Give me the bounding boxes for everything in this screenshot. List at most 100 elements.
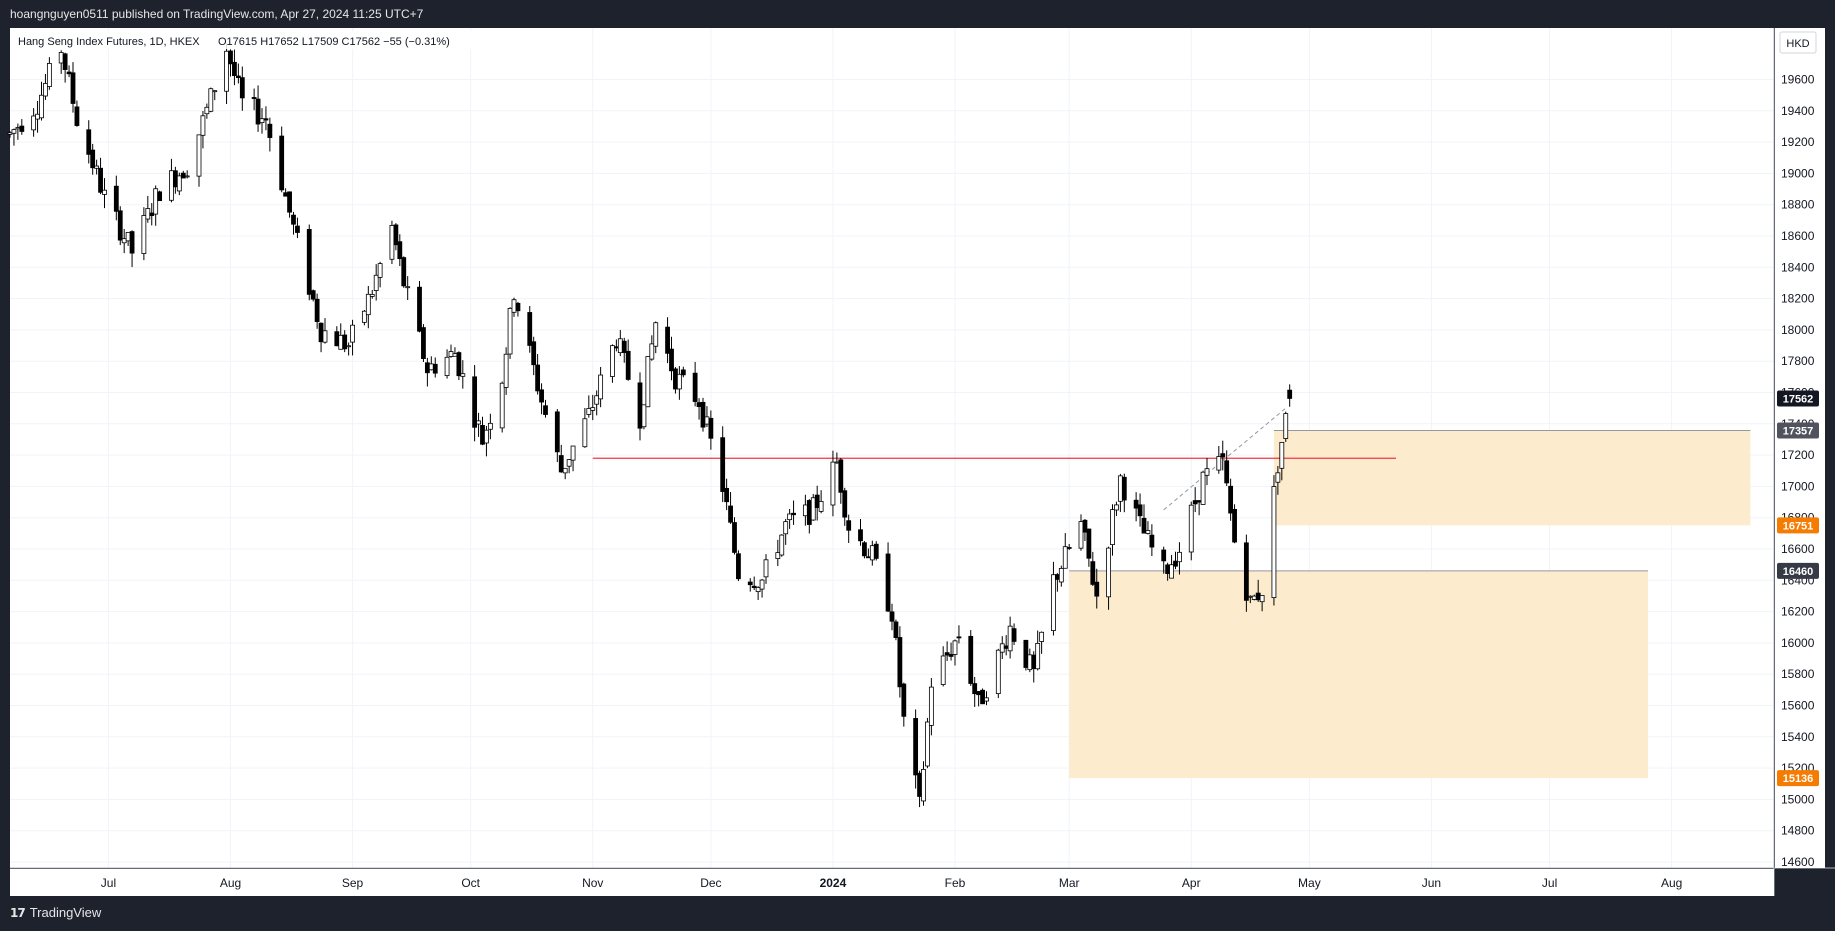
candle-down — [401, 257, 407, 287]
candle-down — [255, 98, 261, 125]
candle-up — [802, 504, 808, 517]
lines-layer — [592, 407, 1396, 511]
y-tick-label: 14600 — [1781, 855, 1815, 869]
candle-up — [169, 170, 174, 201]
candle-up — [566, 459, 572, 467]
candle-down — [531, 341, 537, 366]
candle-down — [342, 334, 348, 350]
candle-down — [700, 401, 706, 428]
currency-button[interactable] — [1779, 31, 1817, 54]
candle-up — [645, 356, 651, 408]
x-tick-label: Feb — [945, 876, 966, 890]
candle-down — [893, 621, 899, 638]
candle-up — [1039, 631, 1045, 642]
y-tick-label: 15000 — [1781, 792, 1815, 806]
candle-up — [452, 353, 458, 357]
candle-up — [1279, 441, 1285, 469]
candle-down — [70, 72, 76, 104]
y-tick-label: 15600 — [1781, 699, 1815, 713]
candle-up — [1169, 564, 1174, 579]
candle-up — [1114, 504, 1119, 511]
candle-up — [224, 50, 229, 92]
candle-down — [680, 369, 686, 376]
candle-up — [617, 338, 623, 354]
candle-down — [86, 129, 92, 155]
candle-down — [432, 363, 438, 374]
time-axis — [10, 869, 1774, 896]
candle-up — [208, 88, 214, 112]
candle-down — [66, 71, 72, 75]
candle-down — [669, 348, 674, 372]
candle-up — [476, 420, 481, 425]
candle-down — [397, 241, 403, 260]
candle-down — [972, 683, 978, 695]
candle-up — [196, 134, 202, 177]
candle-down — [279, 135, 285, 191]
y-tick-label: 18200 — [1781, 292, 1815, 306]
candle-down — [720, 437, 726, 492]
candle-down — [1121, 476, 1127, 501]
candle-down — [472, 376, 478, 428]
candle-down — [232, 61, 237, 77]
candle-down — [393, 224, 399, 246]
candle-down — [180, 172, 186, 179]
y-tick-label: 19000 — [1781, 166, 1815, 180]
candle-up — [787, 513, 793, 521]
candle-up — [759, 579, 765, 590]
candle-up — [11, 129, 17, 134]
candle-down — [747, 581, 753, 586]
candle-up — [1204, 468, 1210, 476]
candle-down — [251, 97, 257, 99]
candle-down — [1192, 500, 1198, 505]
candle-down — [980, 689, 985, 705]
candle-down — [708, 417, 714, 439]
candle-up — [649, 343, 655, 360]
candle-up — [259, 118, 265, 124]
candle-up — [322, 330, 328, 343]
candle-down — [456, 352, 462, 377]
candle-up — [775, 552, 781, 559]
y-tick-label: 17000 — [1781, 479, 1815, 493]
demand-zone — [1273, 430, 1751, 526]
candle-up — [121, 238, 127, 244]
candle-up — [460, 373, 466, 377]
candle-up — [818, 501, 824, 512]
candle-down — [885, 553, 891, 612]
candle-down — [1133, 499, 1139, 509]
chart-svg[interactable]: Hang Seng Index Futures, 1D, HKEX O17615… — [0, 0, 1835, 896]
y-tick-label: 19400 — [1781, 104, 1815, 118]
candle-up — [704, 416, 710, 425]
y-tick-label: 18600 — [1781, 229, 1815, 243]
candle-down — [424, 362, 430, 374]
candles-layer — [7, 43, 1293, 808]
candle-down — [968, 635, 974, 684]
candle-up — [779, 534, 785, 556]
candle-up — [1106, 547, 1111, 598]
tradingview-brand[interactable]: 𝟭𝟳 TradingView — [10, 905, 101, 920]
candle-up — [582, 418, 588, 448]
y-tick-label: 19600 — [1781, 73, 1815, 87]
candle-up — [1035, 643, 1041, 670]
candle-down — [117, 210, 123, 241]
candle-down — [310, 290, 316, 300]
candle-down — [1082, 519, 1088, 533]
candle-up — [562, 467, 568, 474]
candle-up — [641, 404, 647, 428]
candle-up — [1275, 472, 1281, 483]
price-label: 16460 — [1783, 566, 1814, 578]
candle-down — [314, 298, 320, 323]
candle-up — [1251, 595, 1257, 600]
y-tick-label: 15800 — [1781, 667, 1815, 681]
y-tick-label: 18000 — [1781, 323, 1815, 337]
y-tick-label: 17800 — [1781, 354, 1815, 368]
price-label-box — [1777, 517, 1819, 534]
candle-down — [318, 322, 324, 343]
candle-up — [1247, 595, 1253, 598]
candle-down — [1196, 500, 1202, 503]
candle-down — [917, 772, 922, 797]
candle-up — [1007, 625, 1013, 652]
candle-down — [1165, 564, 1171, 574]
candle-down — [873, 543, 879, 559]
candle-up — [507, 307, 513, 355]
candle-up — [389, 225, 395, 260]
